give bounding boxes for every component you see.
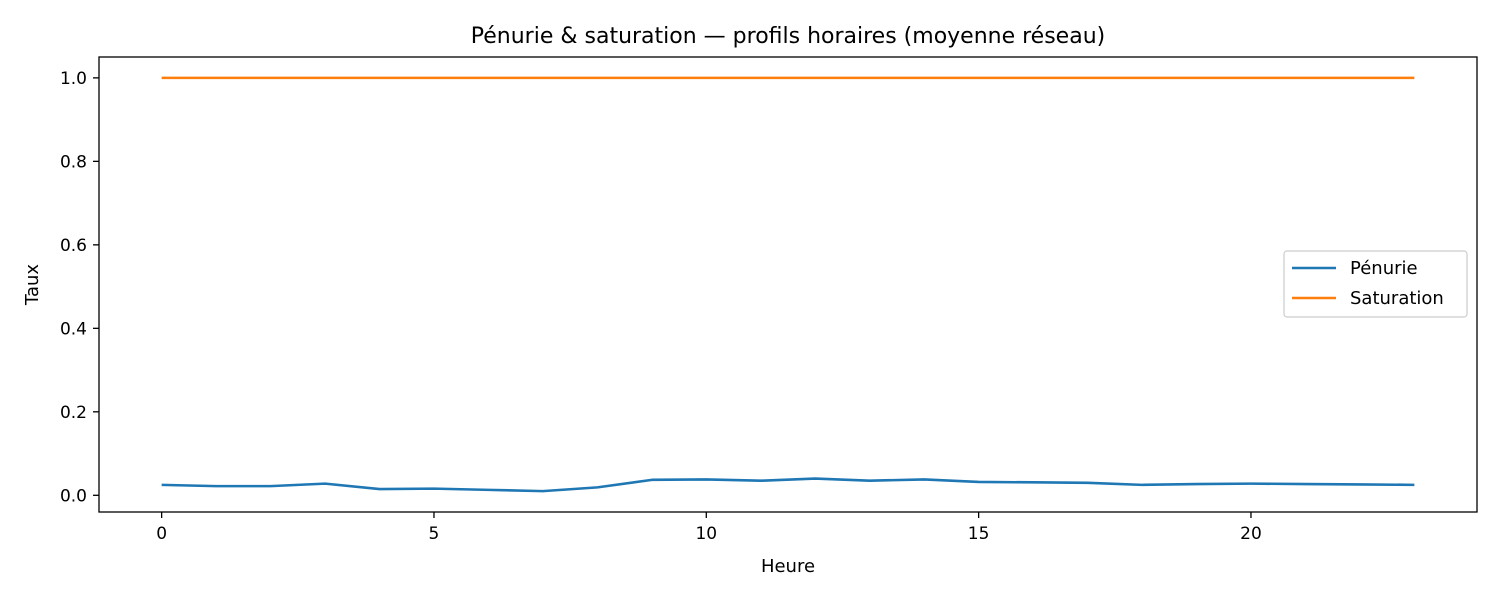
y-tick-label: 0.6: [60, 236, 87, 256]
series-layer: [161, 76, 1415, 493]
y-tick-label: 1.0: [60, 69, 87, 89]
chart-title: Pénurie & saturation — profils horaires …: [471, 24, 1105, 49]
x-tick-label: 0: [156, 524, 167, 544]
x-tick-label: 15: [968, 524, 990, 544]
y-axis: 0.0 0.2 0.4 0.6 0.8 1.0: [60, 69, 99, 506]
plot-area: [98, 56, 1478, 513]
legend: Pénurie Saturation: [1283, 250, 1468, 318]
y-tick-label: 0.8: [60, 152, 87, 172]
series-line-penurie: [161, 477, 1415, 493]
x-tick-label: 20: [1240, 524, 1262, 544]
x-axis: 0 5 10 15 20: [156, 512, 1262, 544]
y-axis-label: Taux: [22, 264, 43, 306]
legend-label-saturation: Saturation: [1350, 288, 1444, 309]
y-tick-label: 0.4: [60, 319, 87, 339]
y-tick-label: 0.0: [60, 486, 87, 506]
x-tick-label: 10: [695, 524, 717, 544]
x-tick-label: 5: [429, 524, 440, 544]
x-axis-label: Heure: [761, 556, 815, 577]
plot-frame: [98, 56, 1478, 513]
y-tick-label: 0.2: [60, 403, 87, 423]
legend-label-penurie: Pénurie: [1350, 258, 1418, 279]
